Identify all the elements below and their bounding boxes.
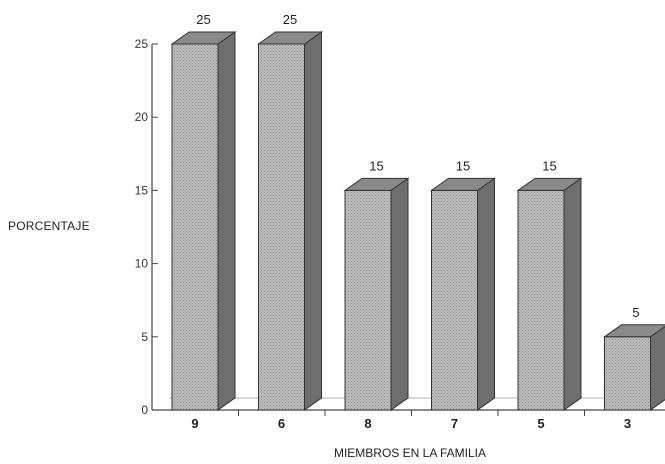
bar-side [650,325,665,411]
bar: 53 [602,305,665,431]
bar: 25 9 [170,12,237,431]
bar: 15 5 [516,158,583,431]
bar: 15 8 [343,158,410,431]
data-label: 25 [283,12,297,27]
bar-top [516,177,583,191]
data-label: 25 [196,12,210,27]
bar-front [604,336,651,411]
x-tick-label: 7 [451,416,458,431]
x-tick-label: 6 [278,416,285,431]
x-tick-label: 5 [537,416,544,431]
bar-top [170,31,237,45]
bar-front [431,189,478,411]
bar-top [429,177,497,191]
bar: 15 7 [429,158,497,431]
y-tick-label: 10 [135,257,149,271]
bar-top [602,324,665,338]
bar-side [304,31,322,411]
data-label: 5 [632,305,639,320]
y-tick-label: 25 [135,37,149,51]
y-tick-label: 15 [135,183,149,197]
bar-side [563,177,582,411]
y-axis-label: PORCENTAJE [8,219,90,233]
bar-top [343,177,410,191]
bar-side [477,177,495,411]
bar-side [217,31,236,411]
bar-front [258,43,305,411]
bar-front [171,43,219,411]
bar-front [517,189,565,411]
data-label: 15 [369,158,383,173]
y-tick-label: 5 [141,330,148,344]
x-axis-label: MIEMBROS EN LA FAMILIA [333,446,487,460]
bar-top [256,31,324,45]
x-tick-label: 9 [191,416,198,431]
bar-front [344,189,392,411]
bar: 25 6 [256,12,324,431]
y-tick-label: 20 [135,110,149,124]
y-tick-label: 0 [141,403,148,417]
x-tick-label: 8 [364,416,371,431]
x-tick-label: 3 [624,416,631,431]
data-label: 15 [456,158,470,173]
bar-side [390,177,409,411]
data-label: 15 [542,158,556,173]
